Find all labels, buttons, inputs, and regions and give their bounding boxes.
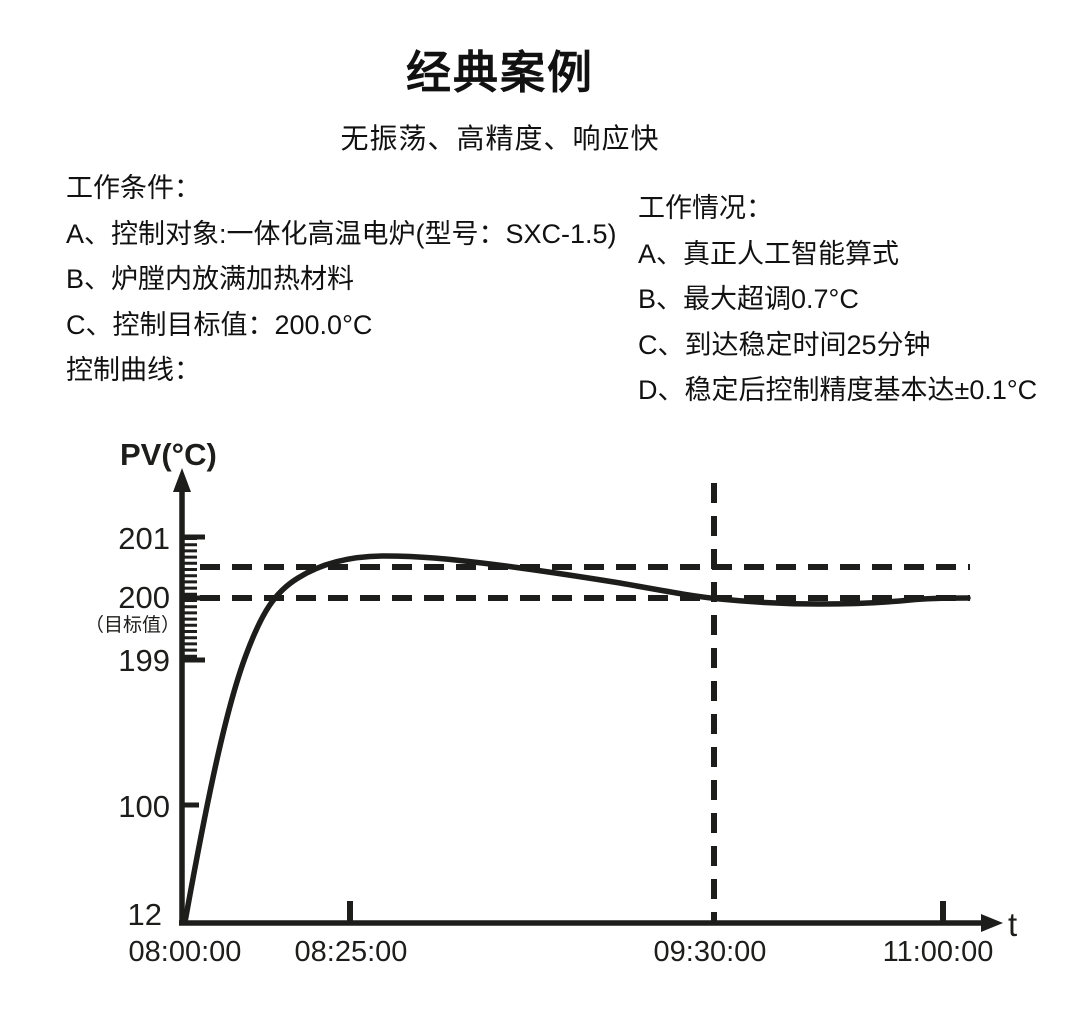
- x-tick-label-0800: 08:00:00: [129, 936, 242, 968]
- y-tick-label-200: 200: [118, 580, 170, 615]
- work-results-heading: 工作情况：: [638, 193, 773, 223]
- x-axis-title: t: [1008, 906, 1017, 943]
- y-tick-label-201: 201: [118, 521, 170, 556]
- work-conditions-heading: 工作条件：: [66, 173, 201, 203]
- chart-canvas: PV(°C) t 201 200 （目标值） 199 100 12 08:00:…: [85, 437, 1017, 968]
- work-conditions-item: B、炉膛内放满加热材料: [66, 264, 355, 294]
- work-results-item: A、真正人工智能算式: [638, 238, 900, 269]
- x-tick-label-0825: 08:25:00: [295, 936, 408, 968]
- x-tick-label-0930: 09:30:00: [654, 936, 767, 968]
- header: 经典案例 无振荡、高精度、响应快: [0, 0, 1000, 157]
- work-conditions-block: 工作条件： A、控制对象:一体化高温电炉(型号：SXC-1.5) B、炉膛内放满…: [66, 166, 617, 394]
- x-tick-label-1100: 11:00:00: [883, 936, 994, 968]
- y-axis-major-ticks: [182, 534, 205, 808]
- page-title: 经典案例: [405, 47, 594, 98]
- control-curve-chart: PV(°C) t 201 200 （目标值） 199 100 12 08:00:…: [0, 430, 1080, 1035]
- page-subtitle: 无振荡、高精度、响应快: [340, 123, 660, 154]
- control-curve-label: 控制曲线：: [66, 355, 201, 385]
- x-axis-arrow-icon: [981, 914, 1003, 932]
- pv-curve: [182, 553, 971, 925]
- work-results-item: C、到达稳定时间25分钟: [638, 329, 931, 360]
- y-tick-label-12: 12: [128, 897, 162, 932]
- work-results-item: B、最大超调0.7°C: [638, 284, 859, 314]
- y-axis-arrow-icon: [173, 468, 191, 492]
- target-value-note: （目标值）: [85, 614, 180, 636]
- y-tick-label-199: 199: [118, 643, 170, 678]
- y-tick-label-100: 100: [118, 789, 170, 824]
- work-results-block: 工作情况： A、真正人工智能算式 B、最大超调0.7°C C、到达稳定时间25分…: [638, 186, 1037, 414]
- work-conditions-item: C、控制目标值：200.0°C: [66, 309, 373, 340]
- y-axis-title: PV(°C): [120, 437, 217, 472]
- work-results-item: D、稳定后控制精度基本达±0.1°C: [638, 375, 1038, 405]
- work-conditions-item: A、控制对象:一体化高温电炉(型号：SXC-1.5): [66, 218, 617, 249]
- x-axis-ticks: [347, 901, 946, 923]
